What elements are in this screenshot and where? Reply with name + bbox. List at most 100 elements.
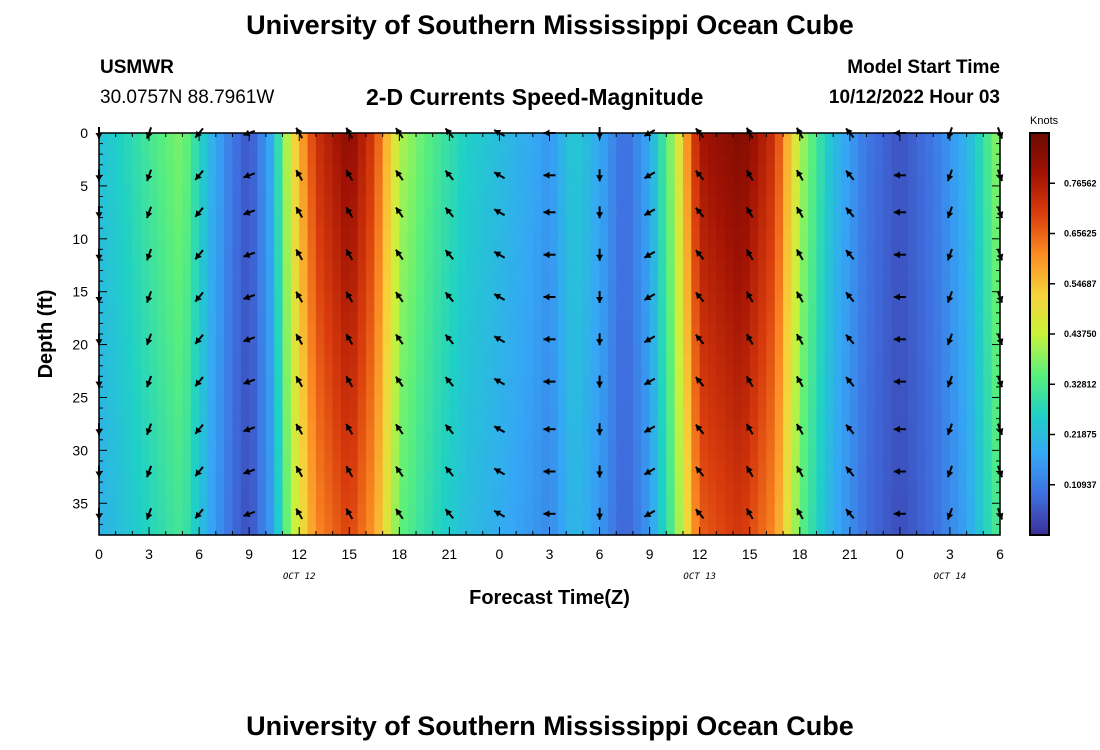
heatmap-cell — [516, 249, 526, 261]
heatmap-cell — [791, 513, 801, 526]
heatmap-cell — [766, 228, 776, 240]
heatmap-cell — [182, 376, 192, 388]
heatmap-cell — [741, 386, 751, 399]
heatmap-cell — [774, 524, 784, 536]
heatmap-cell — [591, 376, 601, 388]
heatmap-cell — [232, 207, 242, 219]
heatmap-cell — [891, 492, 901, 504]
heatmap-cell — [299, 513, 309, 526]
heatmap-cell — [290, 503, 300, 515]
heatmap-cell — [224, 365, 234, 377]
heatmap-cell — [991, 513, 1001, 526]
heatmap-cell — [891, 355, 901, 367]
heatmap-cell — [808, 513, 818, 526]
heatmap-cell — [632, 196, 642, 208]
heatmap-cell — [265, 259, 275, 272]
heatmap-cell — [215, 513, 225, 526]
heatmap-cell — [265, 217, 275, 229]
heatmap-cell — [858, 164, 868, 176]
heatmap-cell — [699, 429, 709, 441]
heatmap-cell — [165, 143, 175, 155]
heatmap-cell — [232, 249, 242, 261]
heatmap-cell — [666, 164, 676, 176]
heatmap-cell — [657, 228, 667, 240]
heatmap-cell — [340, 492, 350, 504]
heatmap-cell — [549, 492, 559, 504]
heatmap-cell — [265, 397, 275, 409]
heatmap-cell — [616, 492, 626, 504]
heatmap-cell — [983, 133, 993, 145]
heatmap-cell — [883, 408, 893, 420]
current-vector — [845, 334, 855, 345]
heatmap-cell — [774, 460, 784, 473]
heatmap-cell — [691, 228, 701, 240]
heatmap-cell — [908, 418, 918, 430]
heatmap-cell — [107, 164, 117, 176]
heatmap-cell — [858, 471, 868, 483]
heatmap-cell — [457, 154, 467, 166]
heatmap-cell — [791, 196, 801, 208]
heatmap-cell — [315, 302, 325, 314]
heatmap-cell — [983, 323, 993, 335]
heatmap-cell — [124, 143, 133, 155]
heatmap-cell — [741, 228, 751, 240]
heatmap-cell — [824, 365, 834, 377]
heatmap-cell — [107, 492, 117, 504]
heatmap-cell — [599, 175, 609, 187]
current-vector — [194, 423, 204, 435]
heatmap-cell — [182, 143, 192, 155]
heatmap-cell — [274, 302, 284, 314]
heatmap-cell — [908, 302, 918, 314]
heatmap-cell — [240, 238, 250, 250]
heatmap-cell — [657, 460, 667, 473]
heatmap-cell — [874, 418, 884, 430]
heatmap-cell — [758, 175, 767, 187]
heatmap-cell — [332, 291, 342, 303]
heatmap-cell — [124, 291, 133, 303]
heatmap-cell — [107, 386, 117, 399]
current-vector — [845, 291, 855, 303]
heatmap-cell — [749, 323, 759, 335]
heatmap-cell — [174, 397, 184, 409]
heatmap-cell — [349, 386, 359, 399]
heatmap-cell — [390, 196, 400, 208]
heatmap-cell — [491, 397, 501, 409]
heatmap-cell — [766, 154, 776, 166]
heatmap-cell — [524, 365, 534, 377]
heatmap-cell — [916, 397, 926, 409]
heatmap-cell — [332, 185, 342, 198]
heatmap-cell — [682, 291, 692, 303]
heatmap-cell — [632, 460, 642, 473]
heatmap-cell — [833, 302, 843, 314]
heatmap-cell — [307, 249, 317, 261]
heatmap-cell — [816, 228, 826, 240]
heatmap-cell — [641, 228, 651, 240]
x-tick-label: 3 — [546, 546, 554, 562]
heatmap-cell — [382, 143, 392, 155]
heatmap-cell — [641, 323, 651, 335]
heatmap-cell — [232, 291, 242, 303]
heatmap-cell — [774, 450, 784, 462]
heatmap-cell — [899, 302, 909, 314]
heatmap-cell — [991, 492, 1001, 504]
heatmap-cell — [232, 429, 242, 441]
heatmap-cell — [816, 249, 826, 261]
heatmap-cell — [157, 355, 167, 367]
heatmap-cell — [616, 196, 626, 208]
heatmap-cell — [99, 365, 108, 377]
heatmap-cell — [499, 281, 509, 293]
heatmap-cell — [382, 365, 392, 377]
heatmap-cell — [399, 355, 409, 367]
heatmap-cell — [916, 228, 926, 240]
heatmap-cell — [866, 386, 876, 399]
heatmap-cell — [733, 439, 742, 451]
heatmap-cell — [315, 460, 325, 473]
heatmap-cell — [357, 524, 367, 536]
heatmap-cell — [466, 270, 476, 282]
heatmap-cell — [190, 323, 200, 335]
heatmap-cell — [115, 355, 125, 367]
heatmap-cell — [424, 460, 434, 473]
heatmap-cell — [240, 365, 250, 377]
heatmap-cell — [983, 460, 993, 473]
heatmap-cell — [499, 429, 509, 441]
